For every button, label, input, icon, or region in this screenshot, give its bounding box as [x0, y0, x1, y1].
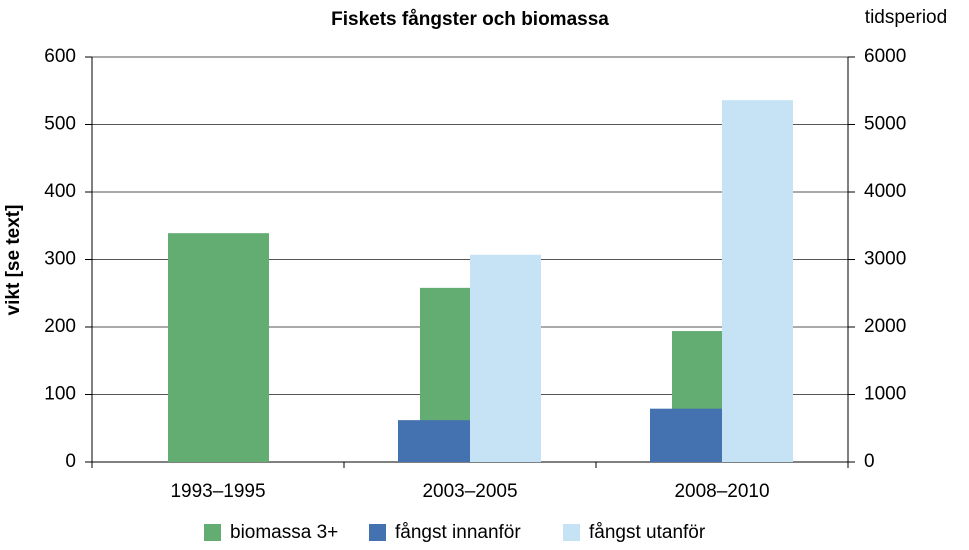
bar: [722, 100, 793, 462]
y2-tick-label: 4000: [864, 181, 906, 202]
y-tick-label: 0: [65, 451, 76, 472]
x-axis-label: tidsperiod: [865, 7, 947, 28]
legend-label: biomassa 3+: [230, 522, 338, 543]
y-tick-label: 500: [44, 114, 76, 135]
y-tick-label: 100: [44, 384, 76, 405]
bar: [470, 254, 541, 462]
y2-tick-label: 0: [864, 451, 875, 472]
legend-swatch: [563, 524, 580, 541]
y-tick-label: 600: [44, 46, 76, 67]
bar: [650, 408, 722, 462]
y-tick-label: 200: [44, 316, 76, 337]
y2-tick-label: 5000: [864, 114, 906, 135]
legend-label: fångst utanför: [589, 522, 706, 543]
x-tick-label: 2008–2010: [674, 481, 769, 502]
y-tick-label: 300: [44, 249, 76, 270]
legend-swatch: [369, 524, 386, 541]
y2-tick-label: 6000: [864, 46, 906, 67]
legend-swatch: [204, 524, 221, 541]
chart-title: Fiskets fångster och biomassa: [331, 9, 609, 30]
bar: [398, 420, 470, 462]
bar: [168, 233, 269, 462]
y2-tick-label: 1000: [864, 384, 906, 405]
legend-label: fångst innanför: [395, 522, 521, 543]
y2-tick-label: 2000: [864, 316, 906, 337]
x-tick-label: 1993–1995: [170, 481, 265, 502]
y-axis-label: vikt [se text]: [3, 205, 24, 316]
x-tick-label: 2003–2005: [422, 481, 517, 502]
y2-tick-label: 3000: [864, 249, 906, 270]
y-tick-label: 400: [44, 181, 76, 202]
